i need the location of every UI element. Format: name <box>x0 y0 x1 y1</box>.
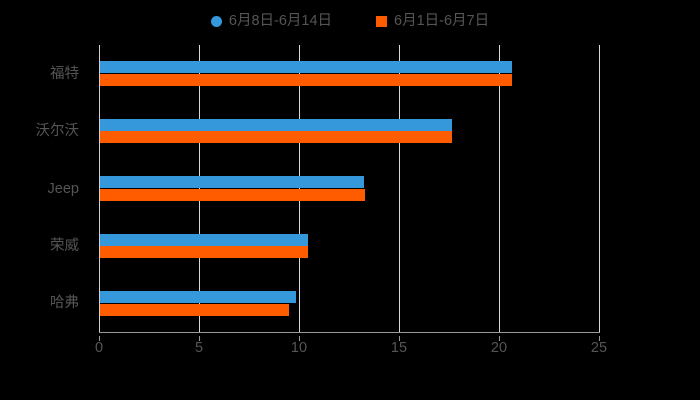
legend-label-series-a: 6月8日-6月14日 <box>228 12 333 29</box>
x-axis-label-20: 20 <box>490 340 508 356</box>
x-axis-line <box>99 332 600 333</box>
bar-series-b-4[interactable] <box>99 303 289 316</box>
x-axis-tick-5 <box>199 336 200 341</box>
bar-series-b-2[interactable] <box>99 188 365 201</box>
x-axis-tick-15 <box>399 336 400 341</box>
x-axis-tick-labels: 0 5 10 15 20 25 <box>0 336 700 360</box>
gridline-5 <box>199 45 200 332</box>
bar-series-a-1[interactable] <box>99 118 453 131</box>
x-axis-label-0: 0 <box>94 340 104 356</box>
y-axis-label-2: Jeep <box>47 180 79 197</box>
gridline-25 <box>599 45 600 332</box>
y-axis-label-1: 沃尔沃 <box>35 123 80 140</box>
y-axis-label-4: 哈弗 <box>50 295 79 312</box>
x-axis-tick-10 <box>299 336 300 341</box>
legend-item-series-b[interactable]: 6月1日-6月7日 <box>376 14 489 29</box>
x-axis-tick-25 <box>599 336 600 341</box>
gridline-10 <box>299 45 300 332</box>
y-axis-category-labels: 福特沃尔沃 Jeep 荣威哈弗 <box>0 45 89 332</box>
bar-series-a-4[interactable] <box>99 291 297 303</box>
legend-label-series-b: 6月1日-6月7日 <box>394 12 490 29</box>
y-axis-line <box>99 45 100 332</box>
x-axis-label-10: 10 <box>290 340 308 356</box>
x-axis-tick-20 <box>499 336 500 341</box>
chart-legend: 6月8日-6月14日 6月1日-6月7日 <box>0 8 700 34</box>
bar-series-b-3[interactable] <box>99 246 309 259</box>
plot-area <box>99 45 600 332</box>
legend-circle-marker-icon <box>210 15 222 27</box>
gridline-20 <box>499 45 500 332</box>
x-axis-tick-0 <box>99 336 100 341</box>
x-axis-label-5: 5 <box>194 340 204 356</box>
x-axis-label-15: 15 <box>390 340 408 356</box>
legend-square-marker-icon <box>376 15 388 27</box>
bar-series-b-1[interactable] <box>99 131 452 144</box>
bar-series-a-0[interactable] <box>99 61 512 74</box>
bar-series-b-0[interactable] <box>99 74 512 86</box>
gridline-15 <box>399 45 400 332</box>
legend-item-series-a[interactable]: 6月8日-6月14日 <box>210 12 333 29</box>
bar-series-a-3[interactable] <box>99 233 308 246</box>
y-axis-label-3: 荣威 <box>50 237 79 254</box>
y-axis-label-0: 福特 <box>50 65 79 82</box>
bar-series-a-2[interactable] <box>99 176 365 189</box>
x-axis-label-25: 25 <box>590 340 608 356</box>
